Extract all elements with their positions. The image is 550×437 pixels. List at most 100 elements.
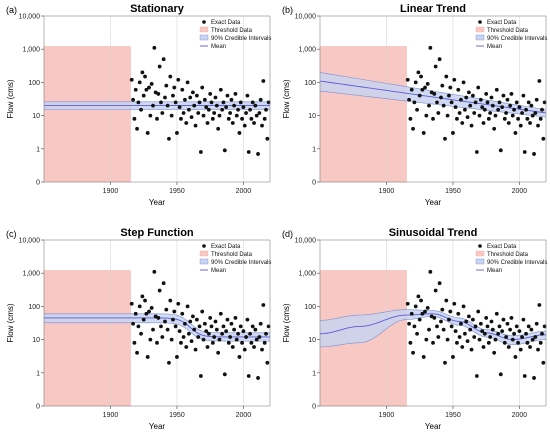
threshold-region [43,46,131,183]
exact-data-point [468,327,473,332]
exact-data-point [497,100,502,105]
exact-data-point [159,100,163,105]
exact-data-point [201,113,206,118]
exact-data-point [541,360,546,365]
exact-data-point [149,82,154,86]
mean-line [319,80,547,114]
legend-entry: 90% Credible Intervals [487,260,547,266]
exact-data-point [152,45,157,50]
y-tick-label: 1 [36,146,40,153]
exact-data-point [490,327,495,332]
exact-data-point [448,85,453,90]
exact-data-point [160,335,165,339]
exact-data-point [200,85,205,90]
y-tick-label: 0 [36,404,40,411]
y-axis-label: Flow (cms) [282,79,291,118]
exact-data-point [516,116,520,121]
exact-data-point [447,93,451,98]
exact-data-point [501,93,506,98]
legend-swatch-exact [478,20,482,24]
exact-data-point [431,340,435,345]
exact-data-point [184,345,189,349]
exact-data-point [518,123,523,128]
exact-data-point [149,306,154,310]
exact-data-point [189,339,194,344]
x-tick-label: 2000 [512,188,528,195]
credible-interval-upper [44,313,270,334]
exact-data-point [431,116,435,121]
exact-data-point [441,327,446,332]
y-tick-label: 1,000 [22,271,40,278]
x-axis-label: Year [149,422,166,431]
exact-data-point [241,329,246,334]
exact-data-point [168,74,173,79]
exact-data-point [407,97,411,102]
exact-data-point [214,327,219,332]
legend-entry: Threshold Data [487,28,529,34]
exact-data-point [234,337,239,342]
exact-data-point [508,103,513,108]
exact-data-point [216,126,221,131]
exact-data-point [242,123,247,128]
exact-data-point [542,100,547,105]
exact-data-point [248,331,252,336]
x-tick-label: 1900 [103,412,119,419]
exact-data-point [496,107,501,112]
exact-data-point [461,304,466,309]
legend-entry: Threshold Data [211,252,253,258]
legend-swatch-exact [202,244,206,248]
exact-data-point [536,347,540,352]
x-tick-label: 1900 [379,412,395,419]
exact-data-point [171,317,175,322]
legend-swatch-interval [199,258,209,265]
exact-data-point [206,331,211,336]
exact-data-point [540,107,544,112]
exact-data-point [538,340,543,345]
exact-data-point [466,314,471,319]
exact-data-point [252,345,256,349]
exact-data-point [222,148,227,153]
y-tick-label: 0 [312,180,316,187]
exact-data-point [164,307,169,312]
x-tick-label: 1950 [445,412,461,419]
exact-data-point [171,93,175,98]
exact-data-point [428,45,433,50]
exact-data-point [183,97,187,102]
exact-data-point [468,103,473,108]
legend-entry: Threshold Data [487,252,529,258]
legend: Exact Data Threshold Data 90% Credible Int… [199,244,271,274]
exact-data-point [530,337,535,342]
exact-data-point [512,107,516,112]
exact-data-point [144,87,149,92]
exact-data-point [216,350,221,355]
exact-data-point [233,92,238,96]
exact-data-point [525,340,530,345]
exact-data-point [244,335,248,339]
exact-data-point [245,317,250,322]
exact-data-point [197,100,202,105]
exact-data-point [517,105,522,110]
exact-data-point [179,340,183,345]
exact-data-point [181,111,186,115]
y-tick-label: 10 [32,113,40,120]
exact-data-point [220,107,225,112]
exact-data-point [478,321,483,326]
exact-data-point [485,100,490,105]
credible-interval-band [44,313,270,342]
y-tick-label: 0 [36,180,40,187]
exact-data-point [528,345,532,349]
exact-data-point [433,64,438,69]
exact-data-point [506,121,511,125]
exact-data-point [253,103,258,108]
legend-entry: Exact Data [487,20,517,26]
exact-data-point [435,324,439,329]
y-tick-label: 10,000 [19,14,41,21]
exact-data-point [488,111,493,115]
exact-data-point [266,100,271,105]
exact-data-point [132,340,137,345]
exact-data-point [230,121,235,125]
chart-panel-1: 0 1 10 100 1,000 10,000 1900 1950 2000 Stationary… [6,3,271,207]
exact-data-point [264,107,268,112]
legend-swatch-threshold [199,250,209,257]
exact-data-point [517,329,522,334]
